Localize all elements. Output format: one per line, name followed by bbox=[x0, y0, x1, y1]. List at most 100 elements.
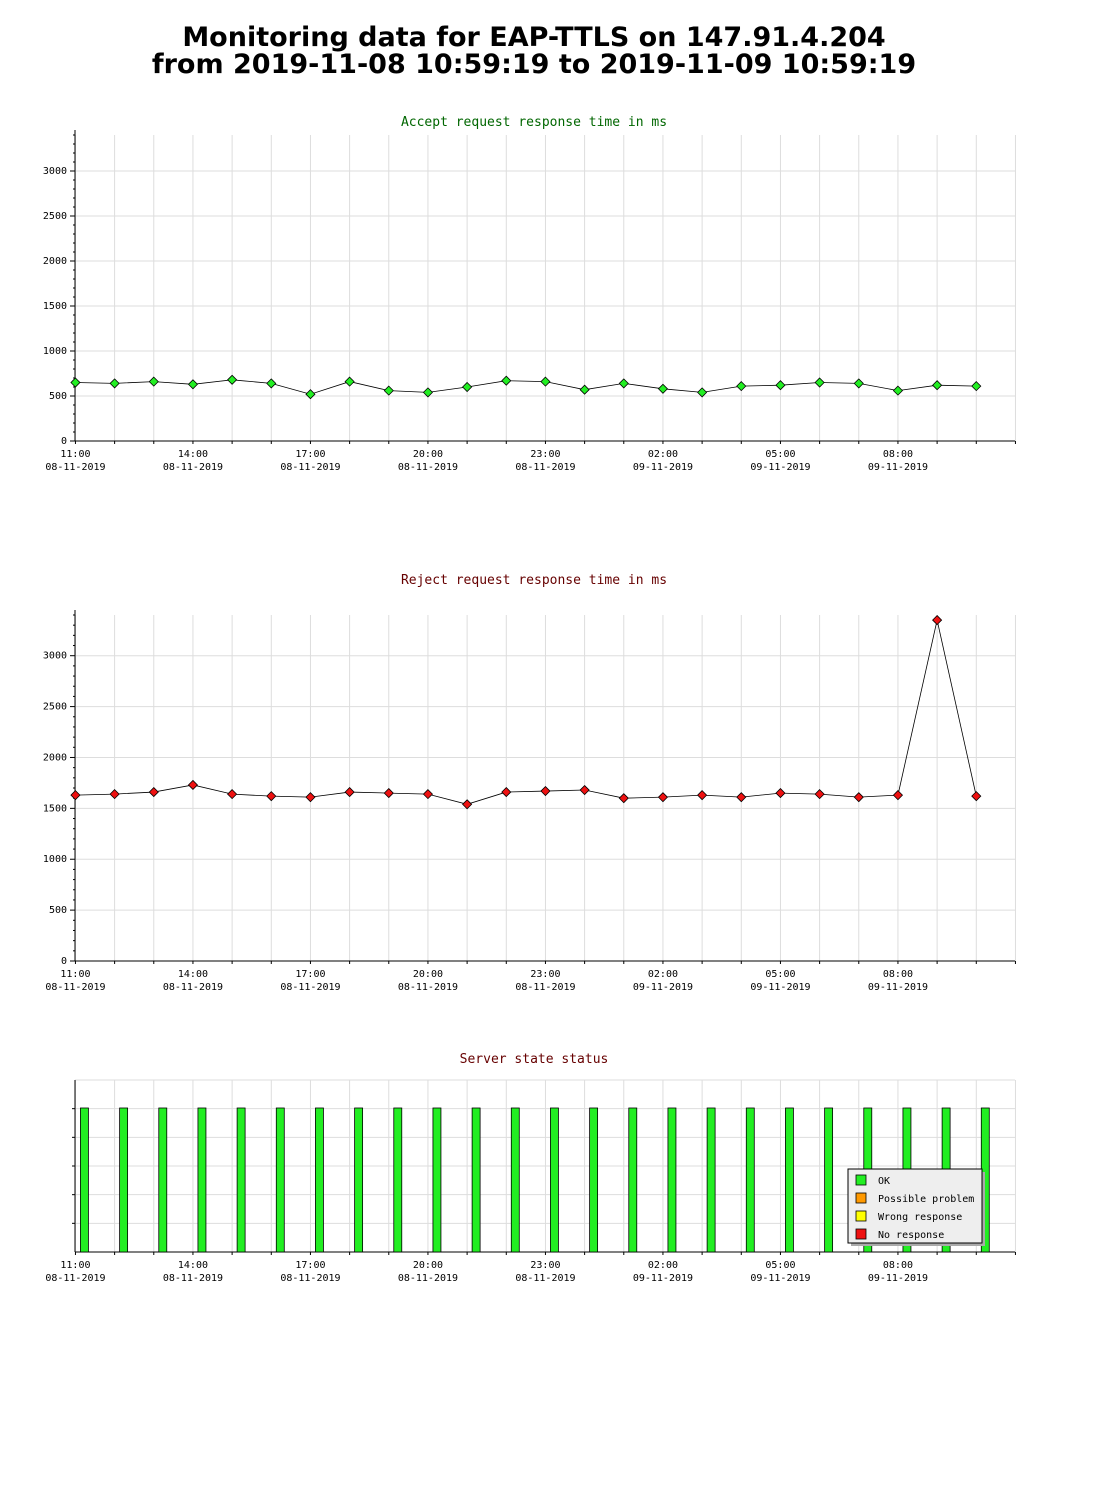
legend-swatch bbox=[855, 1210, 867, 1222]
series-line bbox=[75, 620, 977, 805]
x-tick-label-date: 08-11-2019 bbox=[398, 462, 458, 473]
x-tick-label-date: 09-11-2019 bbox=[633, 1273, 693, 1284]
x-tick-label-time: 17:00 bbox=[295, 1260, 325, 1271]
data-point bbox=[266, 791, 277, 802]
data-point bbox=[462, 799, 473, 810]
reject-chart: Reject request response time in ms 0 500 1… bbox=[43, 573, 1016, 993]
x-tick-label-date: 08-11-2019 bbox=[163, 462, 223, 473]
x-tick-label-time: 14:00 bbox=[178, 1260, 208, 1271]
data-point bbox=[579, 384, 590, 395]
legend-label: OK bbox=[878, 1176, 890, 1187]
x-tick-label-date: 09-11-2019 bbox=[868, 462, 928, 473]
accept-chart: Accept request response time in ms 0 500 1… bbox=[43, 115, 1016, 473]
series-line bbox=[75, 379, 977, 395]
status-bar bbox=[745, 1107, 755, 1253]
x-tick-label-date: 08-11-2019 bbox=[45, 462, 105, 473]
data-point bbox=[70, 377, 81, 388]
status-chart-title: Server state status bbox=[460, 1052, 609, 1067]
legend-label: Possible problem bbox=[878, 1194, 974, 1205]
data-point bbox=[932, 380, 943, 391]
x-tick-label-time: 17:00 bbox=[295, 449, 325, 460]
x-tick-label-time: 23:00 bbox=[530, 449, 560, 460]
y-tick-label: 3000 bbox=[43, 651, 67, 662]
x-tick-label-date: 08-11-2019 bbox=[515, 462, 575, 473]
data-point bbox=[540, 376, 551, 387]
x-tick-label-date: 08-11-2019 bbox=[45, 1273, 105, 1284]
status-bar bbox=[824, 1107, 834, 1253]
data-point bbox=[462, 381, 473, 393]
data-point bbox=[736, 792, 747, 803]
data-point bbox=[892, 790, 904, 801]
status-bar bbox=[119, 1107, 129, 1253]
data-point bbox=[344, 787, 355, 798]
legend-label: No response bbox=[878, 1230, 944, 1241]
x-tick-label-date: 08-11-2019 bbox=[398, 982, 458, 993]
x-tick-label-time: 14:00 bbox=[178, 969, 208, 980]
legend bbox=[847, 1168, 983, 1244]
x-tick-label-date: 09-11-2019 bbox=[750, 982, 810, 993]
data-point bbox=[892, 385, 904, 396]
x-tick-label-date: 09-11-2019 bbox=[750, 1273, 810, 1284]
status-bar bbox=[785, 1107, 794, 1253]
page-title: Monitoring data for EAP-TTLS on 147.91.4… bbox=[0, 24, 1068, 78]
x-tick-label-date: 08-11-2019 bbox=[280, 462, 340, 473]
y-tick-label: 1000 bbox=[43, 854, 67, 865]
data-point bbox=[540, 785, 551, 797]
x-tick-label-date: 08-11-2019 bbox=[280, 982, 340, 993]
x-tick-label-date: 08-11-2019 bbox=[280, 1273, 340, 1284]
x-tick-label-date: 09-11-2019 bbox=[633, 982, 693, 993]
x-tick-label-time: 20:00 bbox=[413, 449, 443, 460]
x-tick-label-time: 14:00 bbox=[178, 449, 208, 460]
x-tick-label-time: 23:00 bbox=[530, 1260, 560, 1271]
x-tick-label-time: 11:00 bbox=[60, 969, 90, 980]
data-point bbox=[971, 381, 982, 392]
legend-label: Wrong response bbox=[878, 1212, 962, 1223]
status-bar bbox=[197, 1107, 207, 1253]
x-tick-label-date: 08-11-2019 bbox=[163, 1273, 223, 1284]
data-point bbox=[853, 792, 864, 803]
legend-swatch bbox=[855, 1228, 867, 1240]
data-point bbox=[814, 377, 825, 388]
legend-swatch bbox=[855, 1174, 867, 1186]
data-point bbox=[501, 787, 512, 798]
y-tick-label: 2000 bbox=[43, 752, 67, 763]
reject-chart-title: Reject request response time in ms bbox=[401, 573, 667, 588]
data-point bbox=[501, 375, 512, 386]
data-point bbox=[814, 789, 825, 800]
data-point bbox=[618, 378, 629, 389]
data-point bbox=[266, 378, 277, 389]
x-tick-label-date: 09-11-2019 bbox=[868, 982, 928, 993]
data-point bbox=[932, 615, 943, 626]
x-tick-label-date: 08-11-2019 bbox=[163, 982, 223, 993]
x-tick-label-time: 08:00 bbox=[883, 969, 913, 980]
status-bar bbox=[550, 1107, 559, 1253]
y-tick-label: 500 bbox=[49, 905, 67, 916]
data-point bbox=[736, 381, 747, 392]
x-tick-label-time: 23:00 bbox=[530, 969, 560, 980]
title-line-2: from 2019-11-08 10:59:19 to 2019-11-09 1… bbox=[151, 49, 917, 80]
y-tick-label: 0 bbox=[61, 436, 67, 447]
x-tick-label-time: 02:00 bbox=[648, 969, 678, 980]
data-point bbox=[109, 378, 120, 389]
status-chart: Server state status 11:00 08-11-2019 14:00… bbox=[45, 1052, 1016, 1284]
x-tick-label-time: 11:00 bbox=[60, 449, 90, 460]
x-tick-label-time: 05:00 bbox=[765, 1260, 795, 1271]
x-tick-label-time: 05:00 bbox=[765, 449, 795, 460]
data-point bbox=[344, 376, 355, 387]
status-bar bbox=[589, 1107, 599, 1253]
status-bar bbox=[628, 1107, 638, 1253]
x-tick-label-time: 02:00 bbox=[648, 1260, 678, 1271]
x-tick-label-date: 08-11-2019 bbox=[398, 1273, 458, 1284]
status-bar bbox=[510, 1107, 520, 1253]
data-point bbox=[383, 385, 394, 396]
x-tick-label-date: 09-11-2019 bbox=[868, 1273, 928, 1284]
data-point bbox=[305, 792, 316, 803]
status-bar bbox=[667, 1107, 677, 1253]
status-bar bbox=[80, 1107, 89, 1253]
data-point bbox=[227, 789, 238, 800]
status-bar bbox=[354, 1107, 364, 1253]
data-point bbox=[422, 789, 434, 800]
status-bar bbox=[158, 1107, 168, 1253]
x-tick-label-date: 09-11-2019 bbox=[633, 462, 693, 473]
status-bar bbox=[432, 1107, 442, 1253]
